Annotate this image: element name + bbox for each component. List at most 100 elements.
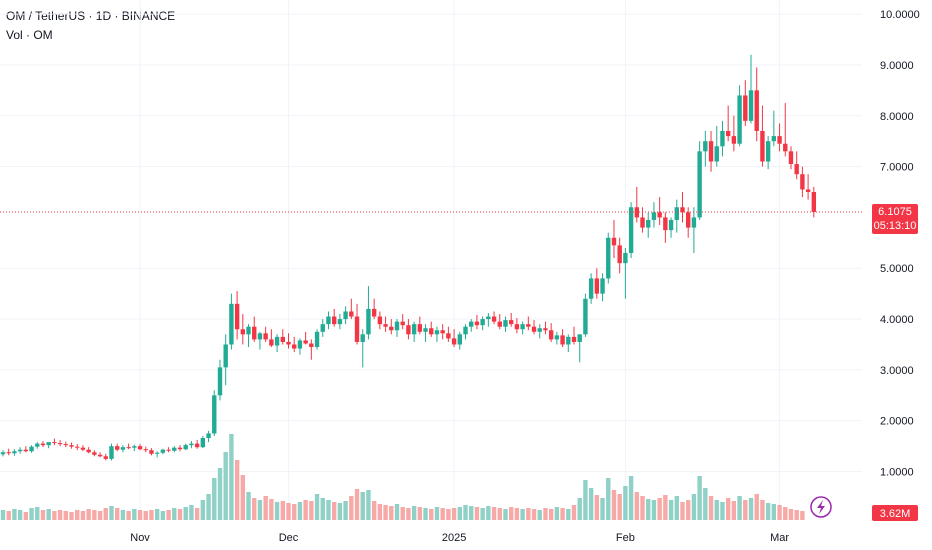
candle-body	[703, 141, 708, 152]
volume-bar	[6, 511, 11, 520]
candle-body	[611, 237, 617, 246]
candle-body	[172, 447, 177, 451]
candle-body	[417, 324, 423, 332]
x-tick-label: 2025	[442, 532, 466, 544]
volume-bar	[537, 510, 542, 520]
candle-body	[794, 164, 799, 175]
volume-bar	[720, 502, 725, 520]
volume-bar	[651, 500, 657, 520]
candle-body	[423, 328, 428, 332]
candle-body	[469, 321, 474, 327]
candle-body	[526, 324, 531, 327]
y-tick-label: 5.0000	[880, 263, 914, 275]
candle-body	[617, 245, 622, 264]
candle-body	[229, 303, 234, 345]
volume-bar	[748, 498, 754, 520]
candle-body	[503, 320, 508, 327]
volume-bar	[166, 510, 171, 520]
volume-bar	[23, 512, 29, 520]
volume-bar	[371, 501, 377, 520]
volume-bar	[760, 500, 765, 520]
candle-body	[240, 329, 246, 335]
candle-body	[12, 451, 17, 454]
volume-bar	[737, 496, 742, 520]
volume-bar	[646, 499, 651, 520]
volume-bar	[531, 509, 537, 520]
volume-bar	[69, 512, 74, 520]
chart-title: OM / TetherUS · 1D · BINANCE	[6, 9, 176, 23]
candle-body	[52, 442, 57, 444]
volume-bar	[406, 508, 411, 520]
volume-bar	[126, 511, 131, 520]
volume-bar	[92, 510, 97, 520]
candle-body	[680, 207, 685, 213]
volume-bar	[606, 478, 611, 520]
candle-body	[389, 326, 394, 331]
y-tick-label: 9.0000	[880, 60, 914, 72]
candle-body	[160, 449, 166, 453]
candle-body	[594, 278, 600, 294]
volume-bar	[554, 507, 560, 520]
volume-bar	[520, 509, 525, 520]
candle-body	[274, 336, 280, 346]
candle-body	[69, 445, 74, 447]
candle-body	[457, 334, 462, 345]
candle-body	[23, 449, 29, 452]
candle-body	[97, 454, 103, 457]
candle-body	[109, 446, 114, 459]
volume-bar	[115, 508, 120, 520]
volume-bar	[206, 494, 211, 520]
candle-body	[75, 446, 80, 448]
volume-bar	[691, 494, 697, 520]
volume-bar	[212, 478, 217, 520]
candle-body	[731, 136, 737, 144]
candle-body	[429, 328, 434, 335]
candle-body	[320, 324, 325, 332]
candle-body	[754, 90, 759, 132]
candle-body	[686, 212, 691, 228]
volume-bar	[794, 510, 799, 520]
y-tick-label: 10.0000	[880, 9, 920, 21]
volume-bar	[577, 498, 582, 520]
y-tick-label: 8.0000	[880, 111, 914, 123]
volume-bar	[446, 509, 451, 520]
volume-bar	[663, 495, 668, 520]
candle-body	[571, 336, 577, 342]
candle-body	[126, 447, 131, 449]
volume-bar	[566, 509, 571, 520]
candle-body	[6, 452, 11, 454]
volume-bar	[548, 509, 554, 520]
volume-bar	[57, 510, 63, 520]
candle-body	[765, 141, 771, 162]
volume-bar	[297, 502, 303, 520]
candle-body	[743, 95, 748, 121]
candle-body	[486, 316, 491, 320]
candle-body	[143, 449, 148, 451]
volume-bar	[497, 508, 502, 520]
candle-body	[805, 189, 811, 193]
volume-bar	[583, 480, 588, 520]
candle-body	[149, 450, 154, 454]
volume-bar	[611, 490, 617, 520]
candle-body	[120, 447, 126, 450]
last-price-badge	[872, 203, 918, 234]
candle-body	[46, 442, 51, 446]
candle-body	[720, 131, 725, 147]
candle-body	[640, 217, 645, 228]
candle-body	[177, 447, 183, 450]
candle-body	[137, 446, 143, 450]
candle-body	[771, 136, 777, 142]
candle-body	[377, 316, 383, 325]
volume-bar	[132, 509, 137, 520]
candle-body	[554, 335, 560, 340]
volume-bar	[743, 500, 748, 520]
last-volume-label: 3.62M	[880, 508, 911, 520]
candle-body	[394, 321, 400, 331]
candle-body	[183, 445, 188, 450]
volume-bar	[257, 500, 263, 520]
volume-bar	[280, 501, 285, 520]
volume-bar	[783, 507, 788, 520]
candle-body	[657, 212, 662, 218]
candle-body	[303, 340, 308, 344]
